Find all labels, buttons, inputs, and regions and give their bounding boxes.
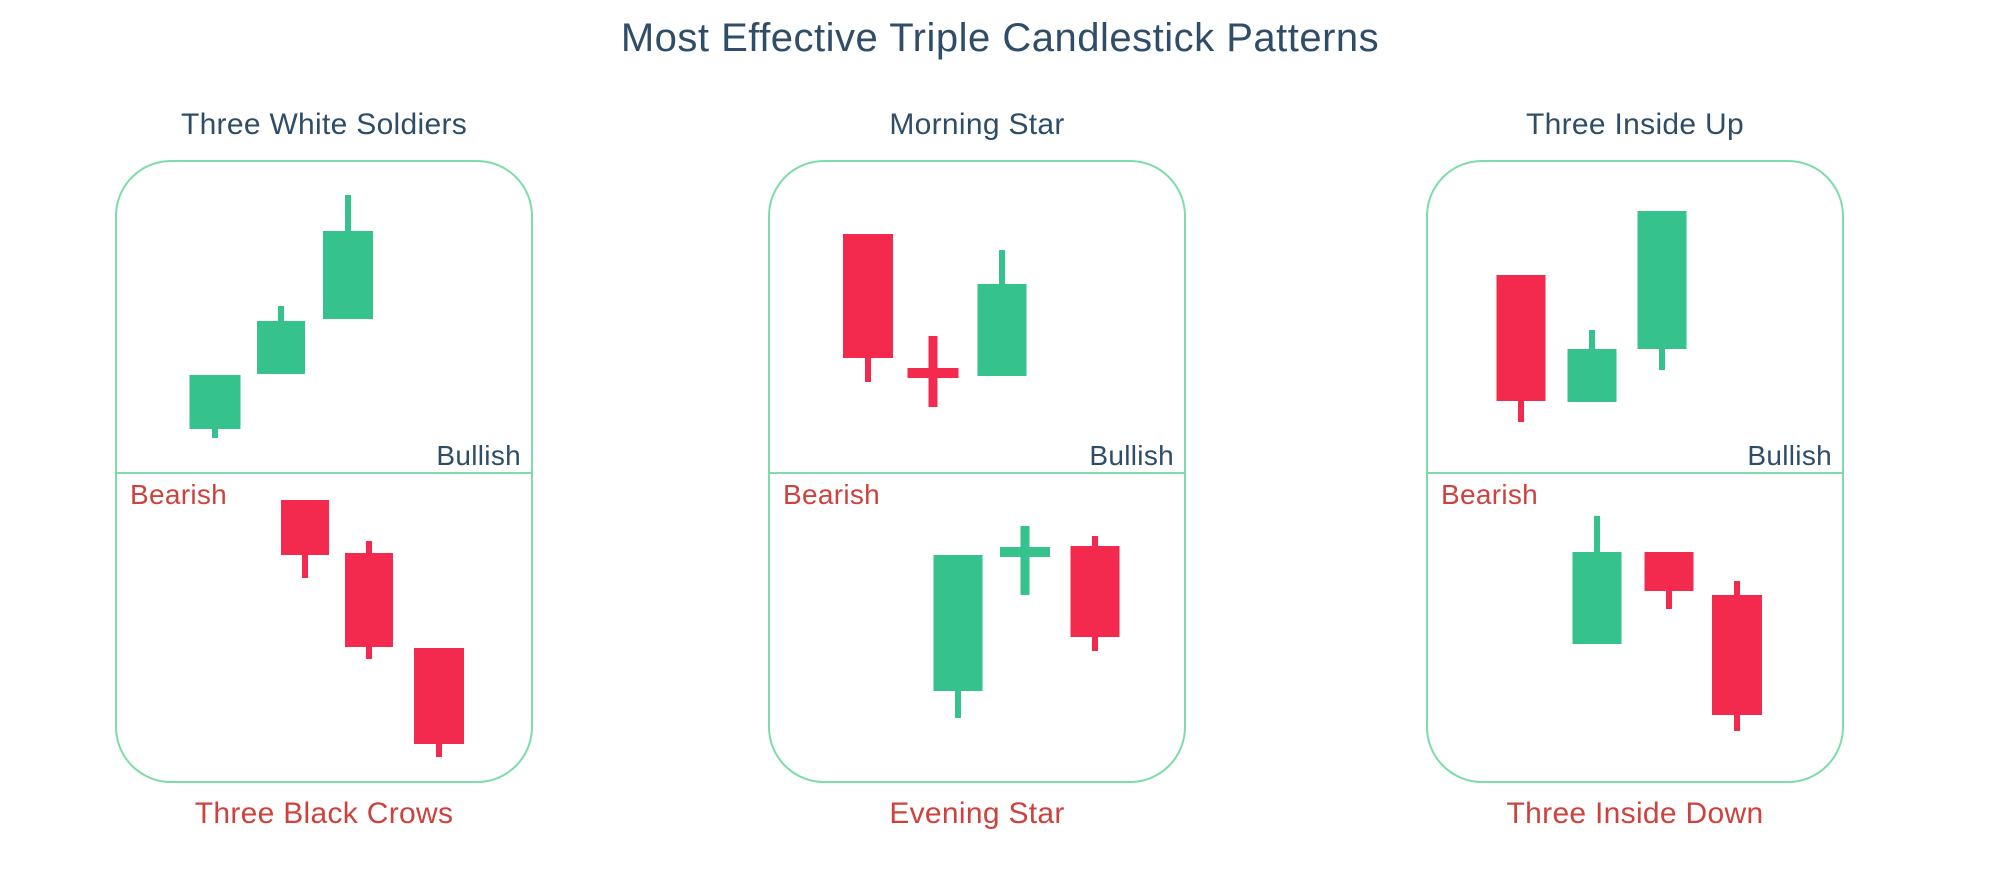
- pattern-panel: Bullish Bearish: [768, 160, 1186, 783]
- bearish-candle: [414, 648, 464, 757]
- panel-divider: [117, 472, 531, 474]
- bearish-candle: [1712, 581, 1762, 731]
- page-title: Most Effective Triple Candlestick Patter…: [620, 16, 1380, 60]
- bullish-candle: [1572, 516, 1622, 644]
- bearish-candlestick-chart: [933, 526, 1120, 718]
- doji-candle: [907, 336, 959, 407]
- bearish-label: Bearish: [783, 479, 881, 510]
- bearish-pattern-name: Evening Star: [889, 797, 1065, 830]
- pattern-panel: Bullish Bearish: [115, 160, 533, 783]
- doji-candle: [1000, 526, 1050, 595]
- bullish-candle: [323, 195, 373, 319]
- bullish-label: Bullish: [436, 440, 521, 471]
- bearish-pattern-name: Three Black Crows: [194, 797, 454, 830]
- panel-divider: [770, 472, 1184, 474]
- bearish-candle: [345, 541, 393, 659]
- bullish-pattern-name: Three Inside Up: [1526, 108, 1744, 141]
- bullish-pattern-name: Morning Star: [889, 108, 1065, 141]
- bullish-candle: [257, 306, 305, 374]
- pattern-panel: Bullish Bearish: [1426, 160, 1844, 783]
- bullish-pattern-name: Three White Soldiers: [180, 108, 468, 141]
- bullish-candle: [1567, 330, 1617, 402]
- panel-divider: [1428, 472, 1842, 474]
- bearish-candle: [1644, 552, 1694, 609]
- bullish-candle: [977, 250, 1027, 376]
- bullish-candle: [933, 555, 983, 718]
- bearish-candle: [1496, 275, 1546, 422]
- bearish-candle: [281, 500, 329, 578]
- bearish-candlestick-chart: [281, 500, 464, 757]
- bullish-candlestick-chart: [189, 195, 373, 438]
- bullish-label: Bullish: [1747, 440, 1832, 471]
- bearish-label: Bearish: [130, 479, 228, 510]
- bullish-label: Bullish: [1089, 440, 1174, 471]
- bearish-candle: [843, 234, 893, 382]
- bullish-candlestick-chart: [1496, 211, 1687, 422]
- bearish-pattern-name: Three Inside Down: [1506, 797, 1764, 830]
- bullish-candle: [1637, 211, 1687, 370]
- bearish-candlestick-chart: [1572, 516, 1762, 731]
- bullish-candle: [189, 375, 241, 438]
- bearish-candle: [1070, 536, 1120, 651]
- bullish-candlestick-chart: [843, 234, 1027, 407]
- bearish-label: Bearish: [1441, 479, 1539, 510]
